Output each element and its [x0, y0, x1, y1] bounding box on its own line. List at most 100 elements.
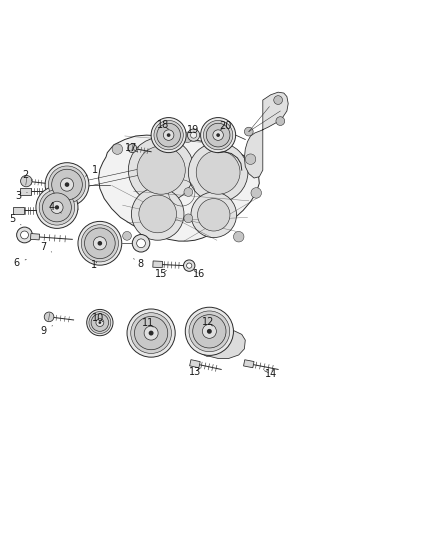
Circle shape: [189, 311, 230, 352]
Circle shape: [245, 154, 256, 165]
Text: 7: 7: [40, 242, 52, 252]
Circle shape: [137, 239, 145, 248]
Circle shape: [216, 133, 220, 137]
Circle shape: [128, 144, 137, 152]
Text: 16: 16: [193, 269, 205, 279]
Text: 19: 19: [187, 125, 199, 135]
Circle shape: [207, 329, 212, 334]
Text: 15: 15: [155, 269, 167, 279]
Text: 1: 1: [91, 260, 97, 270]
Circle shape: [187, 263, 192, 268]
Circle shape: [187, 129, 200, 141]
Text: 1: 1: [85, 165, 99, 176]
Circle shape: [42, 193, 71, 222]
Circle shape: [81, 225, 118, 262]
Circle shape: [137, 146, 185, 194]
Text: 9: 9: [41, 326, 53, 336]
Text: 20: 20: [219, 122, 232, 131]
Circle shape: [167, 133, 170, 137]
Circle shape: [202, 324, 216, 338]
Circle shape: [157, 123, 180, 147]
Circle shape: [151, 118, 186, 152]
Circle shape: [244, 127, 253, 136]
Text: 4: 4: [49, 203, 61, 213]
Circle shape: [48, 166, 85, 203]
Circle shape: [233, 231, 244, 242]
Text: 2: 2: [22, 171, 32, 181]
Text: 14: 14: [265, 369, 277, 379]
Circle shape: [51, 201, 63, 214]
Circle shape: [91, 314, 109, 332]
Circle shape: [87, 310, 113, 336]
Circle shape: [44, 312, 54, 322]
Circle shape: [193, 314, 226, 348]
FancyBboxPatch shape: [190, 360, 200, 368]
Circle shape: [131, 313, 171, 353]
Circle shape: [45, 163, 89, 206]
Circle shape: [17, 227, 32, 243]
Circle shape: [96, 319, 104, 327]
Circle shape: [198, 199, 230, 231]
FancyBboxPatch shape: [31, 233, 39, 240]
Circle shape: [65, 182, 69, 187]
FancyBboxPatch shape: [20, 188, 31, 195]
Text: 12: 12: [202, 317, 214, 327]
Circle shape: [52, 169, 82, 200]
Circle shape: [39, 190, 74, 225]
Text: 5: 5: [9, 214, 21, 225]
Circle shape: [21, 175, 32, 187]
Circle shape: [21, 231, 28, 239]
Circle shape: [148, 330, 154, 336]
Circle shape: [154, 120, 183, 150]
Circle shape: [196, 150, 240, 194]
FancyBboxPatch shape: [153, 261, 162, 268]
Text: 13: 13: [189, 367, 201, 377]
Circle shape: [203, 120, 233, 150]
Text: 17: 17: [125, 143, 138, 154]
FancyBboxPatch shape: [13, 207, 24, 214]
Circle shape: [191, 132, 197, 138]
Text: 10: 10: [92, 313, 105, 323]
Circle shape: [93, 237, 106, 250]
Circle shape: [128, 138, 194, 203]
Circle shape: [276, 117, 285, 125]
Circle shape: [78, 221, 122, 265]
Circle shape: [99, 321, 101, 324]
Circle shape: [184, 188, 193, 197]
FancyBboxPatch shape: [244, 360, 254, 368]
Circle shape: [98, 241, 102, 246]
Circle shape: [112, 144, 123, 155]
Circle shape: [201, 118, 236, 152]
Circle shape: [182, 132, 193, 142]
Circle shape: [274, 96, 283, 104]
Polygon shape: [99, 135, 259, 241]
Circle shape: [123, 231, 131, 240]
Text: 3: 3: [15, 191, 27, 201]
Circle shape: [132, 235, 150, 252]
Text: 11: 11: [142, 318, 154, 328]
Circle shape: [206, 123, 230, 147]
Circle shape: [144, 326, 158, 340]
Circle shape: [36, 187, 78, 229]
Circle shape: [134, 317, 168, 350]
Circle shape: [184, 260, 195, 271]
Text: 8: 8: [134, 259, 143, 269]
Circle shape: [163, 130, 174, 140]
Circle shape: [127, 309, 175, 357]
Text: 6: 6: [14, 258, 26, 268]
Polygon shape: [49, 199, 78, 219]
Circle shape: [139, 195, 177, 233]
Circle shape: [185, 307, 233, 356]
Text: 18: 18: [157, 120, 169, 131]
Circle shape: [89, 312, 111, 334]
Circle shape: [251, 188, 261, 198]
Polygon shape: [244, 92, 288, 178]
Circle shape: [131, 188, 184, 240]
Circle shape: [188, 142, 248, 202]
Circle shape: [184, 214, 193, 223]
Circle shape: [60, 178, 74, 191]
Circle shape: [85, 228, 115, 259]
Circle shape: [191, 192, 237, 238]
Circle shape: [213, 130, 223, 140]
Circle shape: [55, 205, 59, 209]
